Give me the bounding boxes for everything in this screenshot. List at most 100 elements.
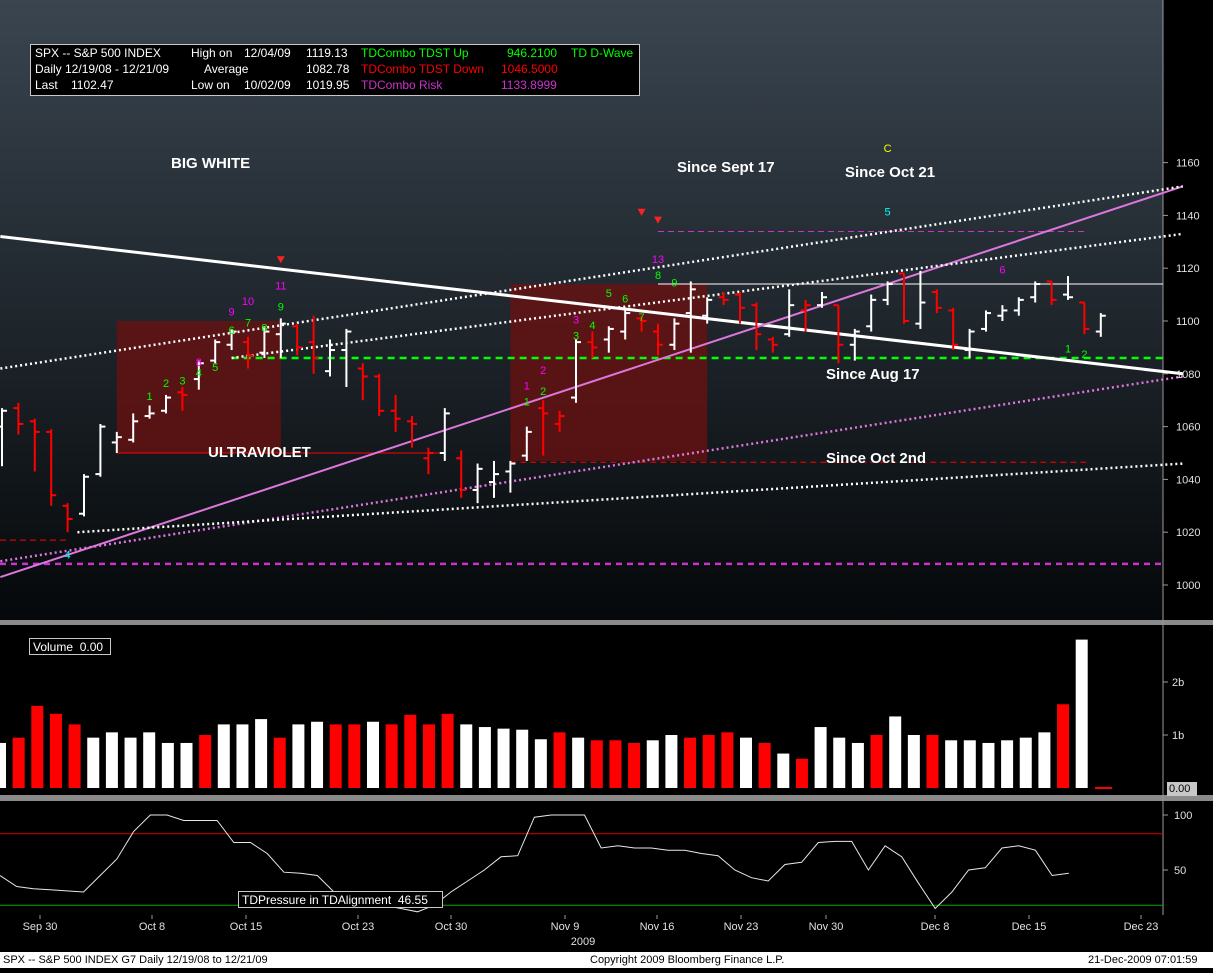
td-count-28: 2 [1081,349,1087,361]
volume-bar-45 [833,737,846,788]
price-tick-label-1080: 1080 [1176,369,1200,381]
big-white-trendline [0,235,1183,376]
volume-bar-24 [441,713,454,788]
volume-bar-52 [963,740,976,788]
volume-bar-4 [68,724,81,788]
pressure-tick-label-100: 100 [1174,810,1192,822]
volume-bar-46 [851,742,864,788]
avg-value: 1082.78 [306,62,350,76]
volume-bar-40 [740,737,752,788]
high-date: 12/04/09 [244,46,291,60]
volume-bar-3 [49,713,62,788]
td-count-10: 9 [229,307,235,319]
volume-bar-27 [497,728,510,788]
last-value: 1102.47 [71,78,114,92]
td-count-0: 1 [147,391,153,403]
volume-bar-42 [777,753,790,788]
volume-bar-53 [982,742,995,788]
signal-arrow-1 [637,208,646,216]
footer-bar: SPX -- S&P 500 INDEX G7 Daily 12/19/08 t… [0,952,1213,968]
volume-bar-37 [684,737,697,788]
price-tick-label-1000: 1000 [1176,580,1200,592]
volume-bar-21 [385,724,398,788]
volume-bar-34 [628,742,641,788]
td-count-30: 5 [885,206,891,218]
td-count-8: 9 [278,301,284,313]
volume-bar-50 [926,735,939,788]
low-label: Low on [191,78,230,92]
volume-bar-48 [889,716,902,788]
price-tick-label-1040: 1040 [1176,474,1200,486]
td-count-16: 13 [652,254,664,266]
volume-bar-39 [721,732,734,788]
trendline-label-1: ULTRAVIOLET [208,444,311,461]
volume-bar-35 [646,740,659,788]
x-tick-label-9: Dec 8 [921,921,950,933]
high-value: 1119.13 [306,46,348,60]
volume-bar-15 [273,737,286,788]
td-count-17: 6 [999,264,1005,276]
td-count-15: 3 [573,315,579,327]
volume-bar-10 [180,742,193,788]
td-count-7: 8 [261,323,267,335]
volume-bar-47 [870,735,883,788]
x-tick-label-10: Dec 15 [1012,921,1047,933]
volume-bar-9 [161,742,174,788]
td-count-2: 3 [179,375,185,387]
volume-bar-29 [534,739,547,788]
td-count-31: C [884,143,892,155]
tdst-down-label: TDCombo TDST Down [361,62,484,76]
volume-tick-label-0: 1b [1172,730,1184,742]
x-tick-label-0: Sep 30 [23,921,58,933]
volume-bar-57 [1057,704,1070,788]
volume-bar-51 [945,740,958,788]
td-count-24: 7 [639,312,645,324]
price-tick-label-1020: 1020 [1176,527,1200,539]
volume-bar-44 [814,727,827,788]
td-count-27: 1 [1065,344,1071,356]
pressure-legend: TDPressure in TDAlignment 46.55 [238,891,443,908]
volume-bar-33 [609,740,622,788]
price-tick-label-1120: 1120 [1176,263,1200,275]
trendline-label-5: Since Oct 2nd [826,450,926,467]
price-tick-label-1160: 1160 [1176,158,1200,170]
td-count-13: 1 [524,381,530,393]
x-tick-label-8: Nov 30 [809,921,844,933]
ultraviolet-trendline [0,185,1184,579]
trendline-label-4: Since Aug 17 [826,366,920,383]
pressure-tick-label-50: 50 [1174,865,1186,877]
td-count-11: 10 [242,296,254,308]
risk-value: 1133.8999 [501,78,557,92]
volume-bar-41 [758,742,771,788]
volume-bar-13 [236,724,249,788]
volume-last-badge: 0.00 [1167,782,1197,796]
footer-left: SPX -- S&P 500 INDEX G7 Daily 12/19/08 t… [3,954,268,966]
since-sept17-trendline [0,185,1183,370]
volume-bar-36 [665,735,678,788]
low-date: 10/02/09 [244,78,291,92]
volume-current: 0.00 [79,640,104,654]
legend-box: SPX -- S&P 500 INDEX Daily 12/19/08 - 12… [30,44,640,96]
volume-bar-28 [516,729,529,788]
volume-bar-31 [572,737,585,788]
volume-bar-16 [292,724,305,788]
td-count-4: 5 [212,362,218,374]
signal-arrow-0 [276,256,285,264]
td-count-29: 4 [65,550,71,562]
footer-right: 21-Dec-2009 07:01:59 [1088,954,1198,966]
low-value: 1019.95 [306,78,350,92]
volume-title: Volume [33,640,74,654]
pressure-title: TDPressure in TDAlignment [242,893,392,907]
volume-bar-20 [367,721,379,788]
volume-bar-43 [795,758,808,788]
risk-label: TDCombo Risk [361,78,443,92]
trendline-label-2: Since Sept 17 [677,159,775,176]
volume-bar-8 [143,732,156,788]
x-tick-label-4: Oct 30 [435,921,467,933]
panel-divider-1 [0,620,1213,625]
volume-bar-1 [12,737,25,788]
volume-bar-17 [311,721,324,788]
td-count-18: 1 [524,396,530,408]
volume-bar-6 [105,732,118,788]
